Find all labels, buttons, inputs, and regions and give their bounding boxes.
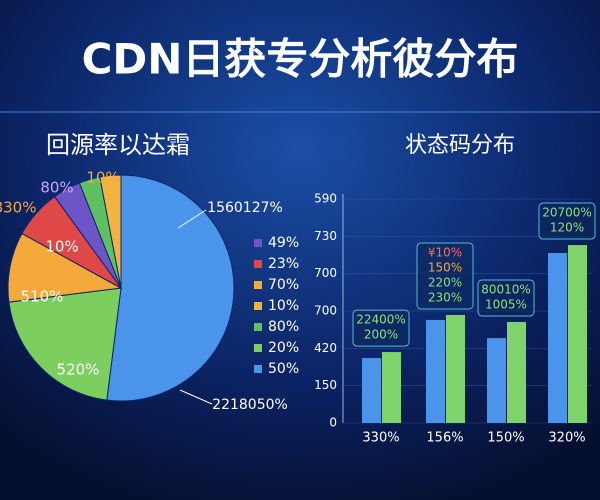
x-tick-label: 330% <box>362 431 399 446</box>
y-tick-label: 150 <box>314 378 337 392</box>
leader-line <box>177 209 207 229</box>
bar-label: 230% <box>428 290 462 304</box>
bar-label: 200% <box>364 328 398 342</box>
pie-label: 1560127% <box>207 200 283 216</box>
pie-label: 10% <box>45 238 78 256</box>
pie-label: 80% <box>40 179 73 197</box>
pie-label: 510% <box>21 288 64 306</box>
legend-swatch <box>254 323 262 331</box>
legend-label: 49% <box>268 235 299 251</box>
x-tick-label: 320% <box>548 431 585 446</box>
y-tick-label: 700 <box>314 304 337 318</box>
bar <box>426 319 445 423</box>
pie-slice <box>99 174 122 289</box>
bar <box>548 253 567 423</box>
y-tick-label: 0 <box>329 416 337 430</box>
y-tick-label: 420 <box>314 341 337 355</box>
y-tick-label: 590 <box>314 192 337 206</box>
legend-swatch <box>254 260 262 268</box>
pie-label: 520% <box>57 361 100 379</box>
legend-swatch <box>254 281 262 289</box>
label-box <box>416 242 474 310</box>
bar <box>487 338 506 423</box>
legend-swatch <box>254 239 262 247</box>
pie-slice <box>106 174 235 402</box>
bar-label: 20700% <box>542 206 592 220</box>
bar-label: 1005% <box>485 297 527 311</box>
legend-label: 23% <box>268 256 299 272</box>
pie-label: 2218050% <box>212 397 288 413</box>
legend-label: 80% <box>268 319 299 335</box>
bar <box>382 352 401 423</box>
y-tick-label: 700 <box>314 266 337 280</box>
bar-title: 状态码分布 <box>405 133 515 158</box>
pie-label: 830% <box>0 199 36 217</box>
pie-slice <box>7 232 123 303</box>
label-box <box>538 202 596 240</box>
bar-label: 120% <box>550 221 584 235</box>
bar-label: 22400% <box>356 313 406 327</box>
page-title: CDN日获专分析彼分布 <box>82 35 519 84</box>
legend-label: 10% <box>268 298 299 314</box>
legend-label: 70% <box>268 277 299 293</box>
legend-swatch <box>254 302 262 310</box>
pie-title: 回源率以达霜 <box>46 131 190 159</box>
pie-slice <box>8 287 122 401</box>
bar <box>507 321 526 423</box>
label-box <box>352 309 410 347</box>
bar <box>568 245 587 423</box>
legend-swatch <box>254 344 262 352</box>
bar <box>446 314 465 423</box>
legend-swatch <box>254 365 262 373</box>
x-tick-label: 150% <box>487 431 524 446</box>
legend-label: 50% <box>268 361 299 377</box>
bar-label: ¥10% <box>428 245 462 259</box>
y-tick-label: 730 <box>314 229 337 243</box>
leader-line <box>179 389 213 405</box>
bar-label: 80010% <box>481 282 531 296</box>
bar <box>362 358 381 423</box>
bar-label: 150% <box>428 260 462 274</box>
bar-label: 220% <box>428 275 462 289</box>
legend-label: 20% <box>268 340 299 356</box>
label-box <box>477 279 535 317</box>
x-tick-label: 156% <box>426 431 463 446</box>
pie-label: 10% <box>86 169 119 187</box>
